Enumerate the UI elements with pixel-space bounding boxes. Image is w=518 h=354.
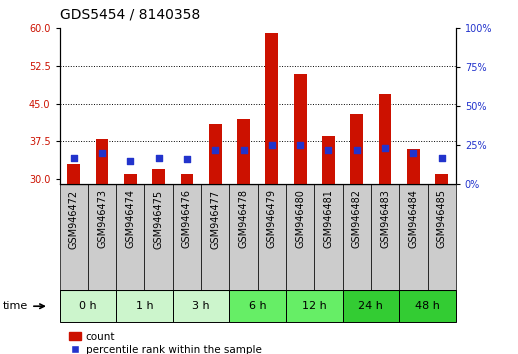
Bar bbox=[407, 149, 420, 184]
Bar bbox=[173, 184, 201, 290]
Text: GSM946479: GSM946479 bbox=[267, 189, 277, 249]
Bar bbox=[88, 184, 116, 290]
Bar bbox=[342, 184, 371, 290]
Bar bbox=[286, 184, 314, 290]
Bar bbox=[229, 184, 258, 290]
Text: GSM946478: GSM946478 bbox=[239, 189, 249, 249]
Bar bbox=[258, 184, 286, 290]
Text: GSM946481: GSM946481 bbox=[323, 189, 334, 248]
Text: GSM946476: GSM946476 bbox=[182, 189, 192, 249]
Text: GSM946482: GSM946482 bbox=[352, 189, 362, 249]
Bar bbox=[60, 290, 116, 322]
Bar bbox=[67, 164, 80, 184]
Point bbox=[324, 147, 333, 153]
Bar bbox=[399, 184, 427, 290]
Text: 0 h: 0 h bbox=[79, 301, 97, 311]
Bar bbox=[124, 174, 137, 184]
Bar bbox=[342, 290, 399, 322]
Bar bbox=[399, 290, 456, 322]
Bar bbox=[96, 139, 108, 184]
Text: GDS5454 / 8140358: GDS5454 / 8140358 bbox=[60, 7, 200, 21]
Point bbox=[183, 156, 191, 162]
Point bbox=[353, 147, 361, 153]
Bar bbox=[201, 184, 229, 290]
Bar bbox=[116, 184, 145, 290]
Text: GSM946473: GSM946473 bbox=[97, 189, 107, 249]
Point bbox=[409, 150, 418, 156]
Text: 12 h: 12 h bbox=[302, 301, 327, 311]
Point bbox=[296, 142, 304, 148]
Bar bbox=[173, 290, 229, 322]
Bar bbox=[322, 136, 335, 184]
Text: GSM946485: GSM946485 bbox=[437, 189, 447, 249]
Bar bbox=[286, 290, 342, 322]
Text: 24 h: 24 h bbox=[358, 301, 383, 311]
Text: 3 h: 3 h bbox=[192, 301, 210, 311]
Text: GSM946484: GSM946484 bbox=[408, 189, 419, 248]
Bar bbox=[237, 119, 250, 184]
Bar bbox=[427, 184, 456, 290]
Bar bbox=[314, 184, 342, 290]
Bar bbox=[266, 33, 278, 184]
Point bbox=[438, 155, 446, 160]
Text: GSM946472: GSM946472 bbox=[69, 189, 79, 249]
Bar bbox=[116, 290, 173, 322]
Bar bbox=[181, 174, 193, 184]
Text: GSM946483: GSM946483 bbox=[380, 189, 390, 248]
Bar bbox=[371, 184, 399, 290]
Point bbox=[69, 155, 78, 160]
Point bbox=[154, 155, 163, 160]
Text: GSM946475: GSM946475 bbox=[154, 189, 164, 249]
Text: time: time bbox=[3, 301, 44, 311]
Legend: count, percentile rank within the sample: count, percentile rank within the sample bbox=[65, 327, 266, 354]
Bar bbox=[435, 174, 448, 184]
Bar bbox=[145, 184, 173, 290]
Point bbox=[381, 145, 389, 151]
Bar bbox=[350, 114, 363, 184]
Bar bbox=[60, 184, 88, 290]
Point bbox=[239, 147, 248, 153]
Bar bbox=[229, 290, 286, 322]
Text: GSM946477: GSM946477 bbox=[210, 189, 220, 249]
Bar bbox=[294, 74, 307, 184]
Text: GSM946480: GSM946480 bbox=[295, 189, 305, 248]
Point bbox=[211, 147, 220, 153]
Text: 48 h: 48 h bbox=[415, 301, 440, 311]
Point bbox=[268, 142, 276, 148]
Point bbox=[126, 158, 135, 164]
Text: 1 h: 1 h bbox=[136, 301, 153, 311]
Point bbox=[98, 150, 106, 156]
Text: 6 h: 6 h bbox=[249, 301, 267, 311]
Text: GSM946474: GSM946474 bbox=[125, 189, 135, 249]
Bar bbox=[379, 94, 392, 184]
Bar bbox=[152, 169, 165, 184]
Bar bbox=[209, 124, 222, 184]
